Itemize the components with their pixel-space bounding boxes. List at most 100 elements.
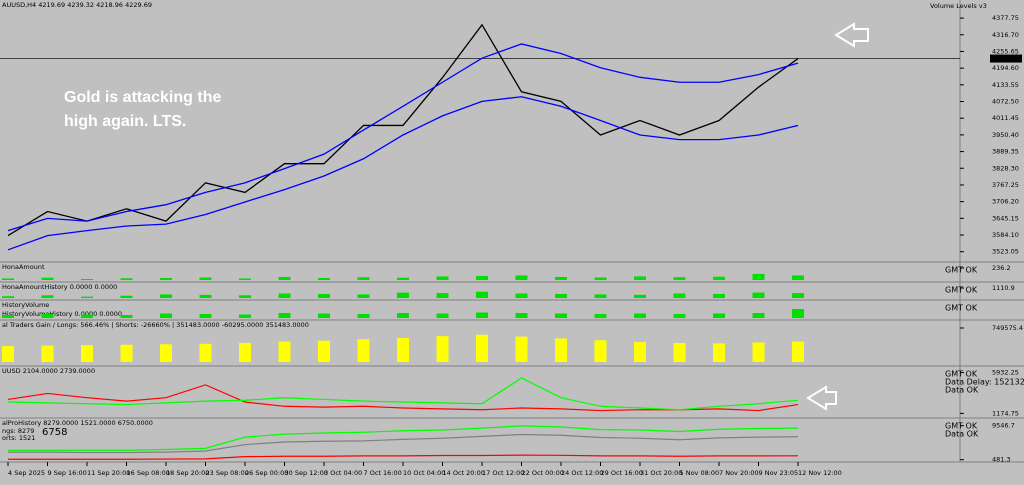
y-tick-label: 3706.20 xyxy=(992,198,1019,206)
bar xyxy=(318,277,330,280)
bar xyxy=(199,314,212,318)
bar xyxy=(792,293,804,298)
bar xyxy=(792,309,804,318)
y-tick-label: 4133.55 xyxy=(992,81,1019,89)
x-tick-label: 30 Sep 12:00 xyxy=(285,469,328,477)
y-tick-label: 4377.75 xyxy=(992,14,1019,22)
bar xyxy=(752,292,765,298)
x-tick-label: 7 Nov 20:00 xyxy=(719,469,759,477)
y-tick-label: 4072.50 xyxy=(992,98,1019,106)
bar xyxy=(318,293,330,298)
x-tick-label: 18 Sep 20:00 xyxy=(166,469,209,477)
bar xyxy=(673,293,686,298)
x-tick-label: 11 Sep 20:00 xyxy=(87,469,130,477)
bar xyxy=(120,278,133,280)
bar xyxy=(397,313,409,318)
panel-title: HonaAmountHistory 0.0000 0.0000 xyxy=(2,283,117,291)
bar xyxy=(515,293,528,298)
bar xyxy=(160,277,172,280)
bar xyxy=(594,294,607,298)
status-text: GMT OK xyxy=(945,422,978,431)
last-price-label: 4229.69 xyxy=(992,55,1019,63)
y-tick-label: 749575.4 xyxy=(992,324,1023,332)
series-line xyxy=(8,425,799,451)
series-line xyxy=(8,433,799,454)
bar xyxy=(278,293,291,298)
x-tick-label: 7 Oct 16:00 xyxy=(364,469,402,477)
bar xyxy=(713,276,725,280)
bar xyxy=(41,295,54,298)
indicator-name: Volume Levels v3 xyxy=(930,2,987,10)
x-tick-label: 14 Oct 20:00 xyxy=(443,469,485,477)
y-tick-label: 3767.25 xyxy=(992,181,1019,189)
bar xyxy=(239,278,251,280)
bar xyxy=(515,313,528,318)
series-line xyxy=(7,23,799,237)
bar xyxy=(81,345,93,362)
bar xyxy=(120,315,133,318)
bar xyxy=(594,314,607,318)
panel-label: ngs: 8279 xyxy=(2,427,34,435)
bar xyxy=(436,336,449,362)
bar xyxy=(555,276,567,280)
bar xyxy=(397,337,409,362)
bar xyxy=(476,334,488,362)
series-line xyxy=(8,454,799,460)
y-tick-label: 3645.15 xyxy=(992,214,1019,222)
bar xyxy=(41,277,54,280)
bar xyxy=(2,346,14,362)
series-line xyxy=(7,96,799,251)
bar xyxy=(476,312,488,318)
y-tick-label: 4194.60 xyxy=(992,64,1019,72)
bar xyxy=(278,313,291,318)
bar xyxy=(199,343,212,362)
x-tick-label: 24 Oct 12:00 xyxy=(561,469,603,477)
bar xyxy=(397,292,409,298)
x-tick-label: 16 Sep 08:00 xyxy=(127,469,170,477)
bar xyxy=(81,314,93,318)
y-tick-label: 3523.05 xyxy=(992,248,1019,256)
bar xyxy=(120,344,133,362)
bar xyxy=(397,277,409,280)
panel-label: 6758 xyxy=(42,427,67,438)
x-tick-label: 10 Oct 04:00 xyxy=(403,469,445,477)
bar xyxy=(318,313,330,318)
x-tick-label: 22 Oct 00:00 xyxy=(522,469,564,477)
panel-title: HonaAmount xyxy=(2,263,45,271)
bar xyxy=(673,342,686,362)
y-tick-label: 9546.7 xyxy=(992,422,1015,430)
panel-title: HistoryVolume xyxy=(2,301,49,309)
bar xyxy=(634,294,646,298)
bar xyxy=(41,314,54,318)
y-tick-label: 1110.9 xyxy=(992,284,1015,292)
bar xyxy=(594,277,607,280)
bar xyxy=(713,313,725,318)
panel-label: orts: 1521 xyxy=(2,434,35,442)
bar xyxy=(436,293,449,298)
arrow xyxy=(834,22,869,48)
bar xyxy=(239,314,251,318)
bar xyxy=(594,340,607,362)
bar xyxy=(318,340,330,362)
y-tick-label: 4255.65 xyxy=(992,47,1019,55)
bar xyxy=(752,273,765,280)
y-tick-label: 481.3 xyxy=(992,456,1011,464)
series-line xyxy=(7,377,799,411)
bar xyxy=(515,336,528,362)
bar xyxy=(476,291,488,298)
status-text: GMT OK xyxy=(945,370,978,379)
y-tick-label: 1174.75 xyxy=(992,409,1019,417)
bar xyxy=(515,275,528,280)
bar xyxy=(634,342,646,362)
bar xyxy=(357,277,370,280)
y-tick-label: 3828.30 xyxy=(992,164,1019,172)
bar xyxy=(278,341,291,362)
bar xyxy=(752,313,765,318)
bar xyxy=(436,313,449,318)
status-text: Data Delay: 152132 xyxy=(945,378,1024,387)
panel-title: UUSD 2104.0000 2739.0000 xyxy=(2,367,95,375)
bar xyxy=(436,276,449,280)
bar xyxy=(81,296,93,298)
